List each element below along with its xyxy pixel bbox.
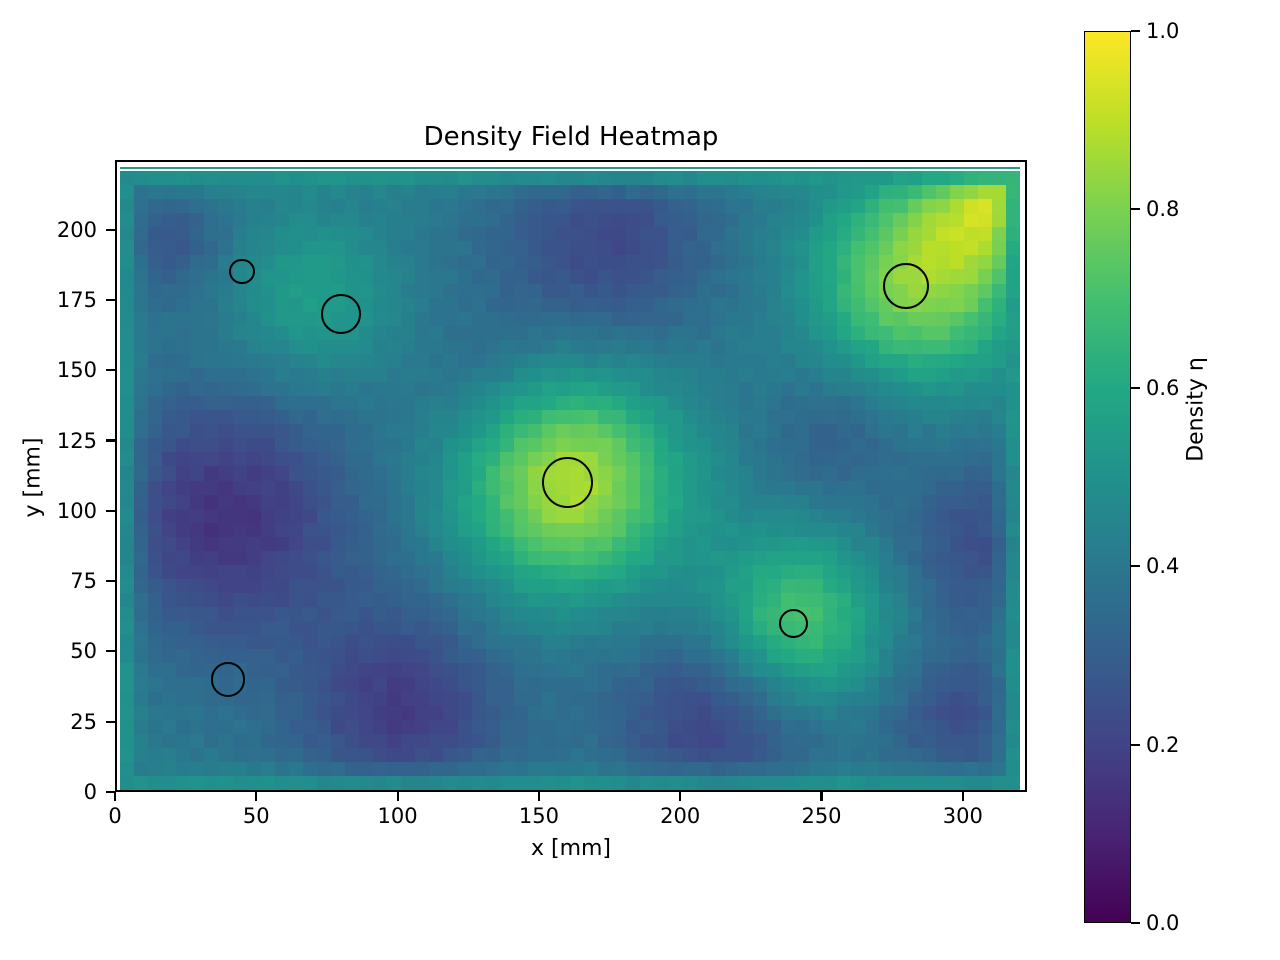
y-tick-mark — [106, 298, 115, 301]
y-tick-mark — [106, 439, 115, 442]
defect-circle-marker — [541, 457, 593, 509]
colorbar-tick-mark — [1131, 386, 1140, 389]
y-tick-mark — [106, 580, 115, 583]
y-tick-label: 0 — [83, 780, 97, 804]
y-tick-label: 75 — [70, 569, 97, 594]
colorbar-tick-mark — [1131, 743, 1140, 746]
colorbar-tick-label: 1.0 — [1146, 19, 1180, 43]
colorbar-tick-label: 0.8 — [1146, 197, 1180, 222]
colorbar-tick-label: 0.0 — [1146, 911, 1180, 935]
y-tick-label: 25 — [70, 709, 97, 734]
defect-circle-marker — [229, 259, 255, 285]
y-tick-mark — [106, 228, 115, 231]
defect-circle-marker — [321, 294, 361, 334]
defect-circle-marker — [210, 662, 246, 697]
colorbar-tick-label: 0.6 — [1146, 375, 1180, 400]
x-tick-mark — [113, 792, 117, 801]
colorbar-tick-label: 0.4 — [1146, 554, 1180, 579]
x-tick-mark — [679, 792, 682, 801]
colorbar-tick-label: 0.2 — [1146, 732, 1180, 757]
y-tick-label: 175 — [56, 287, 97, 312]
x-tick-label: 200 — [660, 804, 701, 828]
colorbar-label: Density η — [1183, 357, 1209, 462]
x-tick-label: 100 — [377, 804, 418, 828]
colorbar-tick-mark — [1131, 565, 1140, 568]
x-tick-label: 300 — [942, 804, 983, 828]
y-axis-label: y [mm] — [20, 437, 46, 518]
y-tick-label: 100 — [56, 498, 97, 523]
y-tick-mark — [106, 650, 115, 653]
colorbar-tick-mark — [1131, 921, 1140, 925]
y-tick-mark — [106, 509, 115, 512]
colorbar-tick-mark — [1131, 208, 1140, 211]
x-tick-mark — [396, 792, 399, 801]
x-tick-label: 0 — [108, 804, 122, 828]
x-axis-label: x [mm] — [530, 836, 612, 861]
y-tick-label: 125 — [56, 428, 97, 453]
y-tick-mark — [106, 369, 115, 372]
x-tick-label: 50 — [242, 804, 270, 828]
x-tick-label: 250 — [801, 804, 842, 828]
heatmap-edge-sliver — [120, 167, 1020, 170]
x-tick-mark — [820, 792, 823, 801]
colorbar-tick-mark — [1131, 29, 1140, 33]
defect-circle-marker — [778, 608, 808, 638]
y-tick-mark — [106, 720, 115, 723]
x-tick-label: 150 — [518, 804, 559, 828]
x-tick-mark — [255, 792, 258, 801]
defect-circle-marker — [883, 262, 930, 309]
colorbar — [1084, 31, 1131, 923]
y-tick-label: 200 — [56, 217, 97, 242]
x-tick-mark — [961, 792, 964, 801]
y-tick-label: 50 — [70, 639, 97, 664]
chart-title: Density Field Heatmap — [423, 122, 719, 152]
y-tick-mark — [106, 790, 115, 794]
y-tick-label: 150 — [56, 358, 97, 383]
x-tick-mark — [537, 792, 540, 801]
